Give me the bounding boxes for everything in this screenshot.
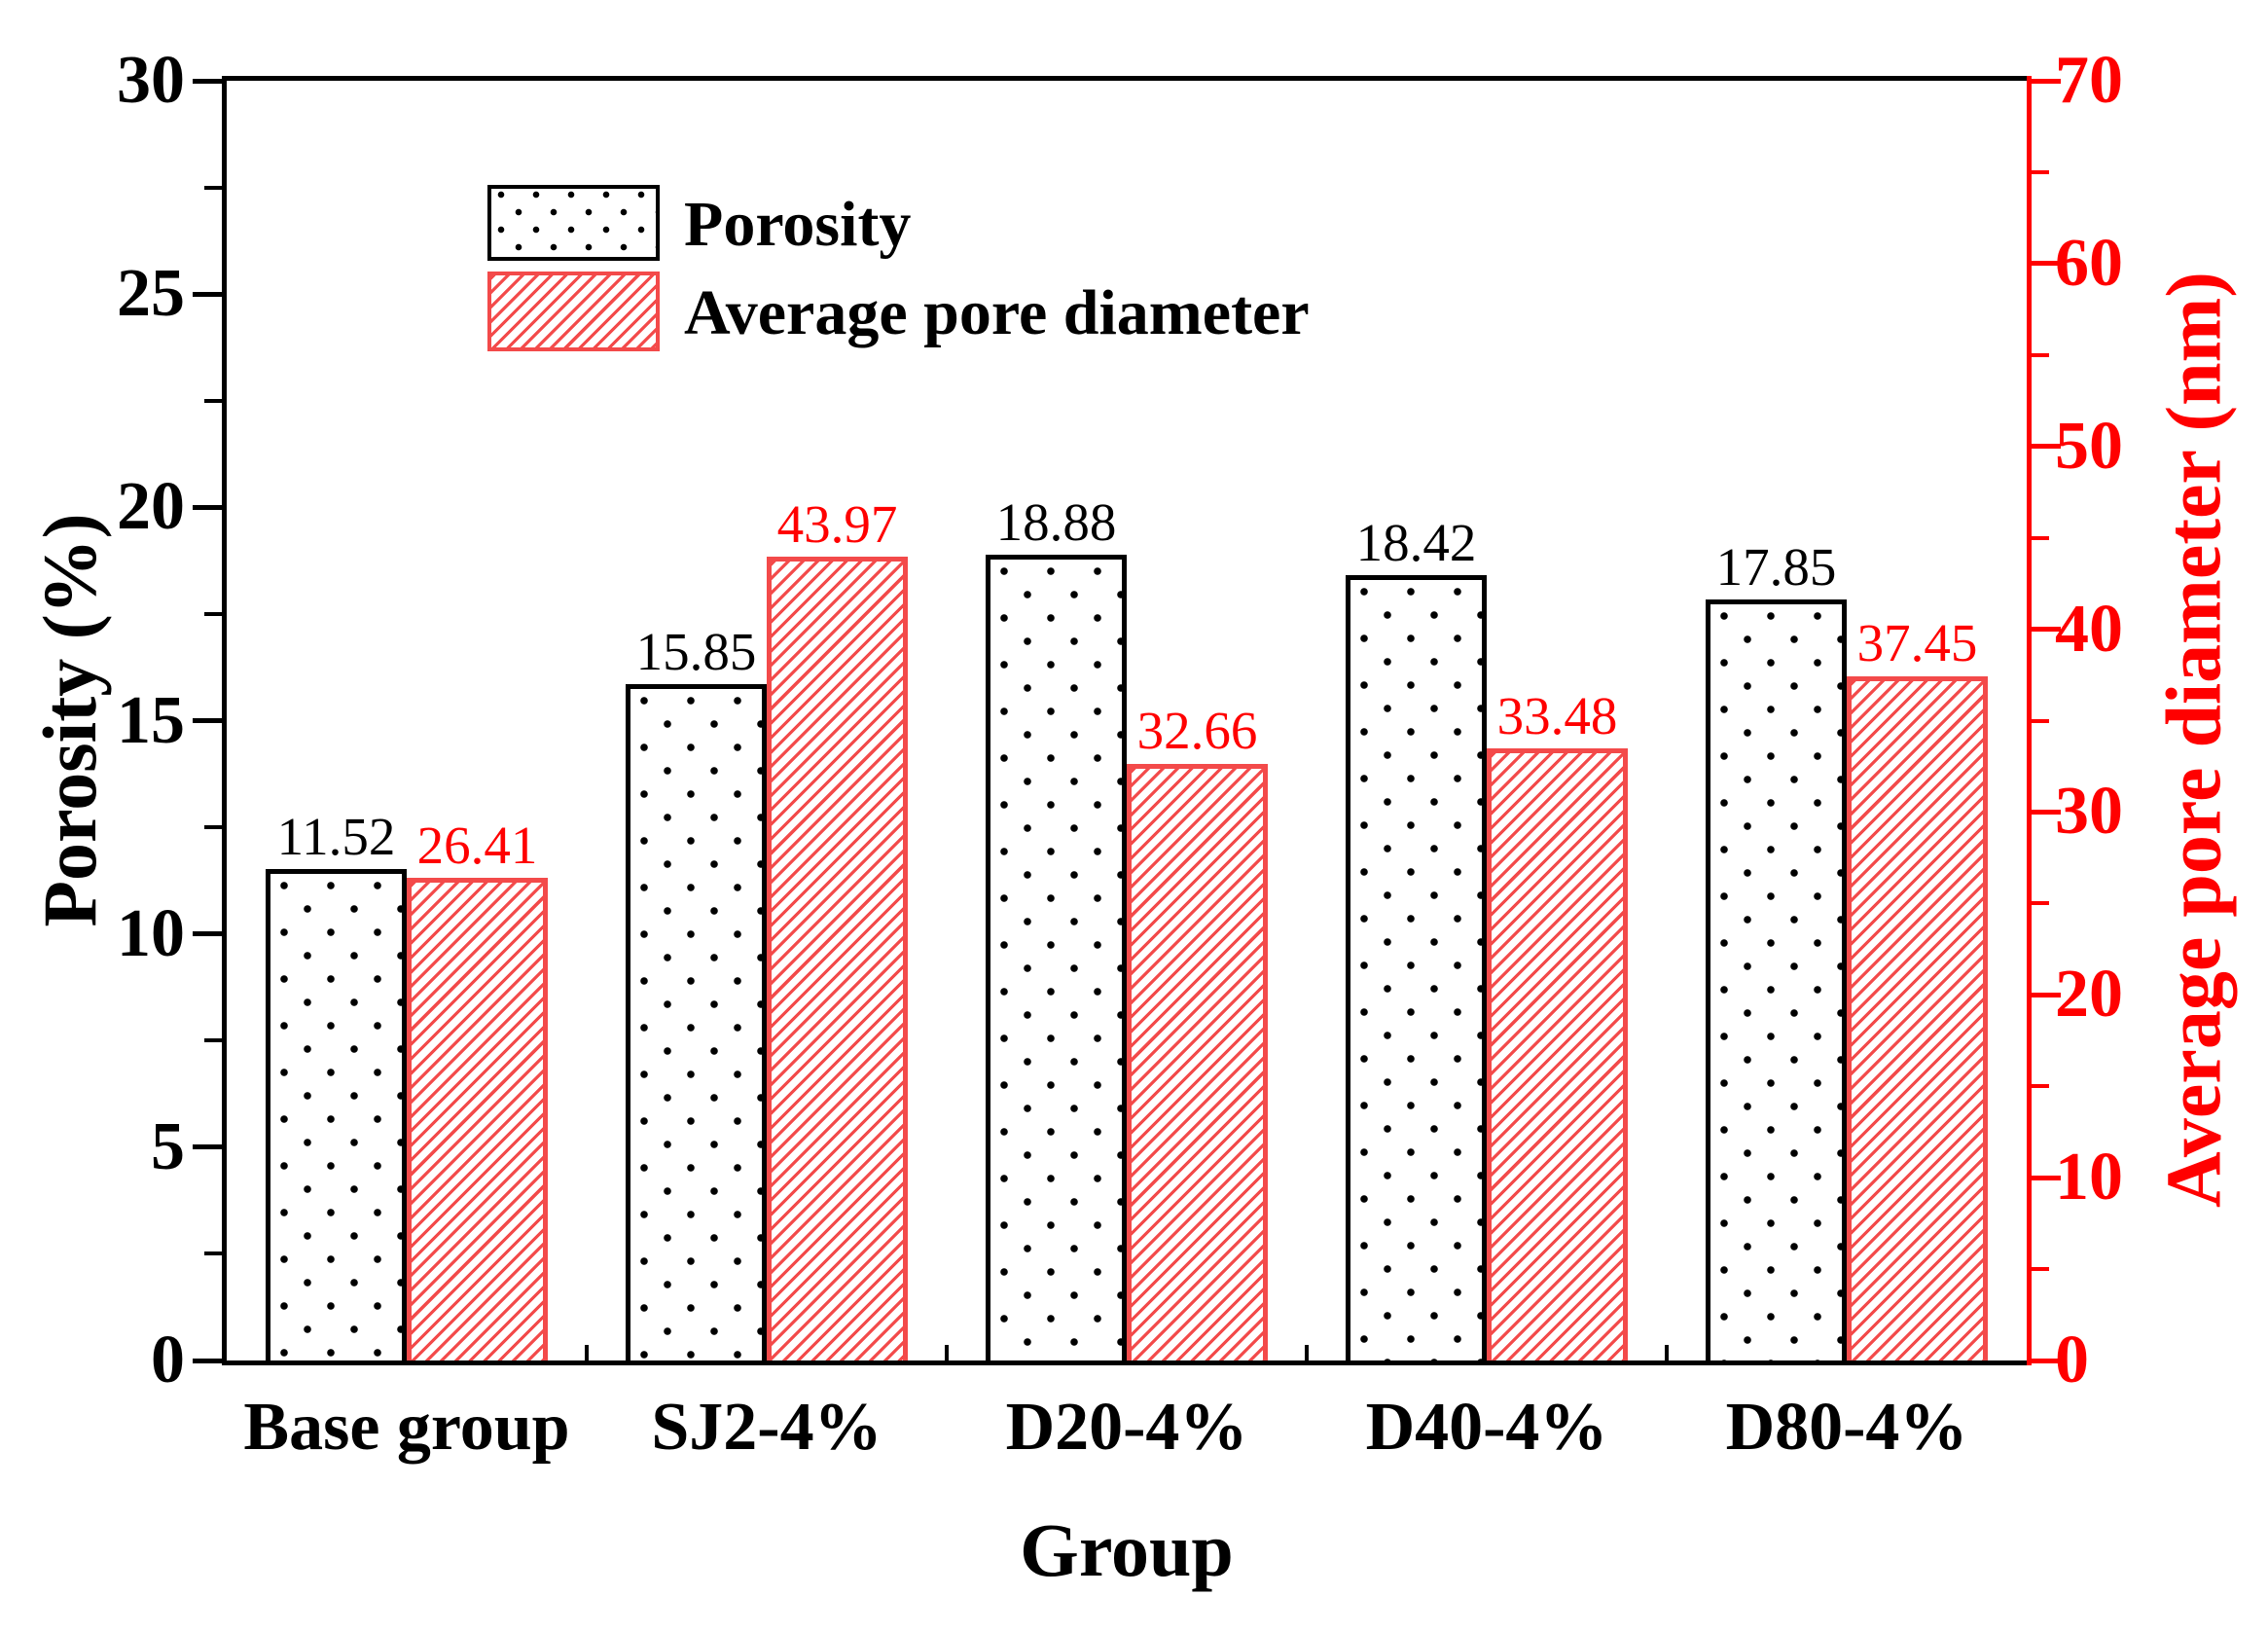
x-category-label: SJ2-4%	[651, 1390, 882, 1465]
x-minor-tick	[1305, 1345, 1309, 1360]
left-y-major-tick	[193, 78, 222, 84]
left-y-minor-tick	[204, 825, 222, 830]
bar-porosity	[1346, 574, 1487, 1360]
left-y-tick-label: 30	[117, 43, 185, 118]
left-y-tick-label: 20	[117, 469, 185, 545]
legend-label-average-pore-diameter: Average pore diameter	[684, 277, 1310, 348]
bar-value-label-average-pore-diameter: 32.66	[1136, 701, 1258, 761]
right-y-major-tick	[2032, 992, 2061, 997]
bar-value-label-average-pore-diameter: 33.48	[1496, 686, 1618, 746]
left-y-minor-tick	[204, 398, 222, 403]
bar-value-label-porosity: 15.85	[635, 622, 757, 682]
left-y-minor-tick	[204, 185, 222, 190]
bar-porosity	[1706, 598, 1847, 1360]
left-y-major-tick	[193, 1358, 222, 1363]
bar-average-pore-diameter	[767, 557, 908, 1360]
right-y-tick-label: 50	[2055, 408, 2123, 484]
bar-value-label-porosity: 11.52	[276, 807, 396, 867]
x-minor-tick	[1665, 1345, 1669, 1360]
right-y-tick-label: 60	[2055, 225, 2123, 301]
right-y-major-tick	[2032, 1358, 2061, 1363]
right-y-minor-tick	[2032, 535, 2049, 540]
bar-average-pore-diameter	[407, 877, 548, 1360]
bar-average-pore-diameter	[1487, 748, 1628, 1360]
right-y-minor-tick	[2032, 1084, 2049, 1089]
bar-value-label-average-pore-diameter: 26.41	[416, 815, 538, 875]
bar-value-label-average-pore-diameter: 37.45	[1856, 613, 1978, 673]
right-y-major-tick	[2032, 78, 2061, 84]
right-y-minor-tick	[2032, 352, 2049, 357]
left-y-major-tick	[193, 718, 222, 723]
legend-swatch-average-pore-diameter	[487, 272, 660, 351]
right-y-minor-tick	[2032, 718, 2049, 723]
left-y-tick-label: 15	[117, 682, 185, 758]
right-y-tick-label: 30	[2055, 774, 2123, 850]
top-spine	[222, 76, 2032, 81]
left-y-major-tick	[193, 291, 222, 297]
right-y-minor-tick	[2032, 901, 2049, 906]
right-y-tick-label: 70	[2055, 43, 2123, 118]
bar-average-pore-diameter	[1847, 675, 1988, 1360]
bar-value-label-porosity: 18.42	[1355, 512, 1477, 572]
left-y-axis-spine	[222, 76, 227, 1365]
right-y-minor-tick	[2032, 169, 2049, 174]
bar-value-label-average-pore-diameter: 43.97	[776, 493, 898, 554]
left-y-major-tick	[193, 504, 222, 510]
plot-area: Porosity Average pore diameter	[193, 76, 2061, 1365]
right-y-major-tick	[2032, 627, 2061, 633]
left-y-tick-label: 25	[117, 256, 185, 332]
right-y-tick-label: 10	[2055, 1140, 2123, 1215]
right-y-major-tick	[2032, 261, 2061, 267]
right-y-tick-label: 40	[2055, 591, 2123, 667]
bar-porosity	[626, 684, 767, 1360]
x-category-label: D20-4%	[1005, 1390, 1248, 1465]
x-category-label: Base group	[243, 1390, 570, 1465]
right-y-major-tick	[2032, 809, 2061, 815]
x-category-label: D80-4%	[1725, 1390, 1968, 1465]
right-y-minor-tick	[2032, 1267, 2049, 1272]
left-y-tick-label: 5	[151, 1108, 185, 1184]
right-y-major-tick	[2032, 444, 2061, 450]
bar-porosity	[986, 555, 1127, 1360]
left-y-minor-tick	[204, 1251, 222, 1256]
legend-label-porosity: Porosity	[684, 189, 912, 260]
left-y-minor-tick	[204, 1038, 222, 1043]
left-y-tick-label: 10	[117, 895, 185, 971]
left-y-major-tick	[193, 1144, 222, 1150]
left-y-major-tick	[193, 931, 222, 937]
x-minor-tick	[585, 1345, 589, 1360]
x-category-label: D40-4%	[1365, 1390, 1608, 1465]
right-y-major-tick	[2032, 1175, 2061, 1180]
right-y-axis-spine	[2027, 76, 2032, 1365]
bar-porosity	[266, 869, 407, 1360]
left-y-minor-tick	[204, 611, 222, 616]
x-axis-spine	[222, 1360, 2032, 1365]
bar-value-label-porosity: 18.88	[995, 492, 1117, 553]
right-y-tick-label: 0	[2055, 1323, 2089, 1397]
right-y-tick-label: 20	[2055, 957, 2123, 1033]
x-minor-tick	[945, 1345, 949, 1360]
bar-average-pore-diameter	[1127, 763, 1268, 1360]
x-axis-title: Group	[1020, 1507, 1234, 1592]
legend-swatch-porosity	[487, 185, 660, 261]
bar-value-label-porosity: 17.85	[1715, 536, 1837, 597]
left-y-tick-label: 0	[151, 1323, 185, 1397]
